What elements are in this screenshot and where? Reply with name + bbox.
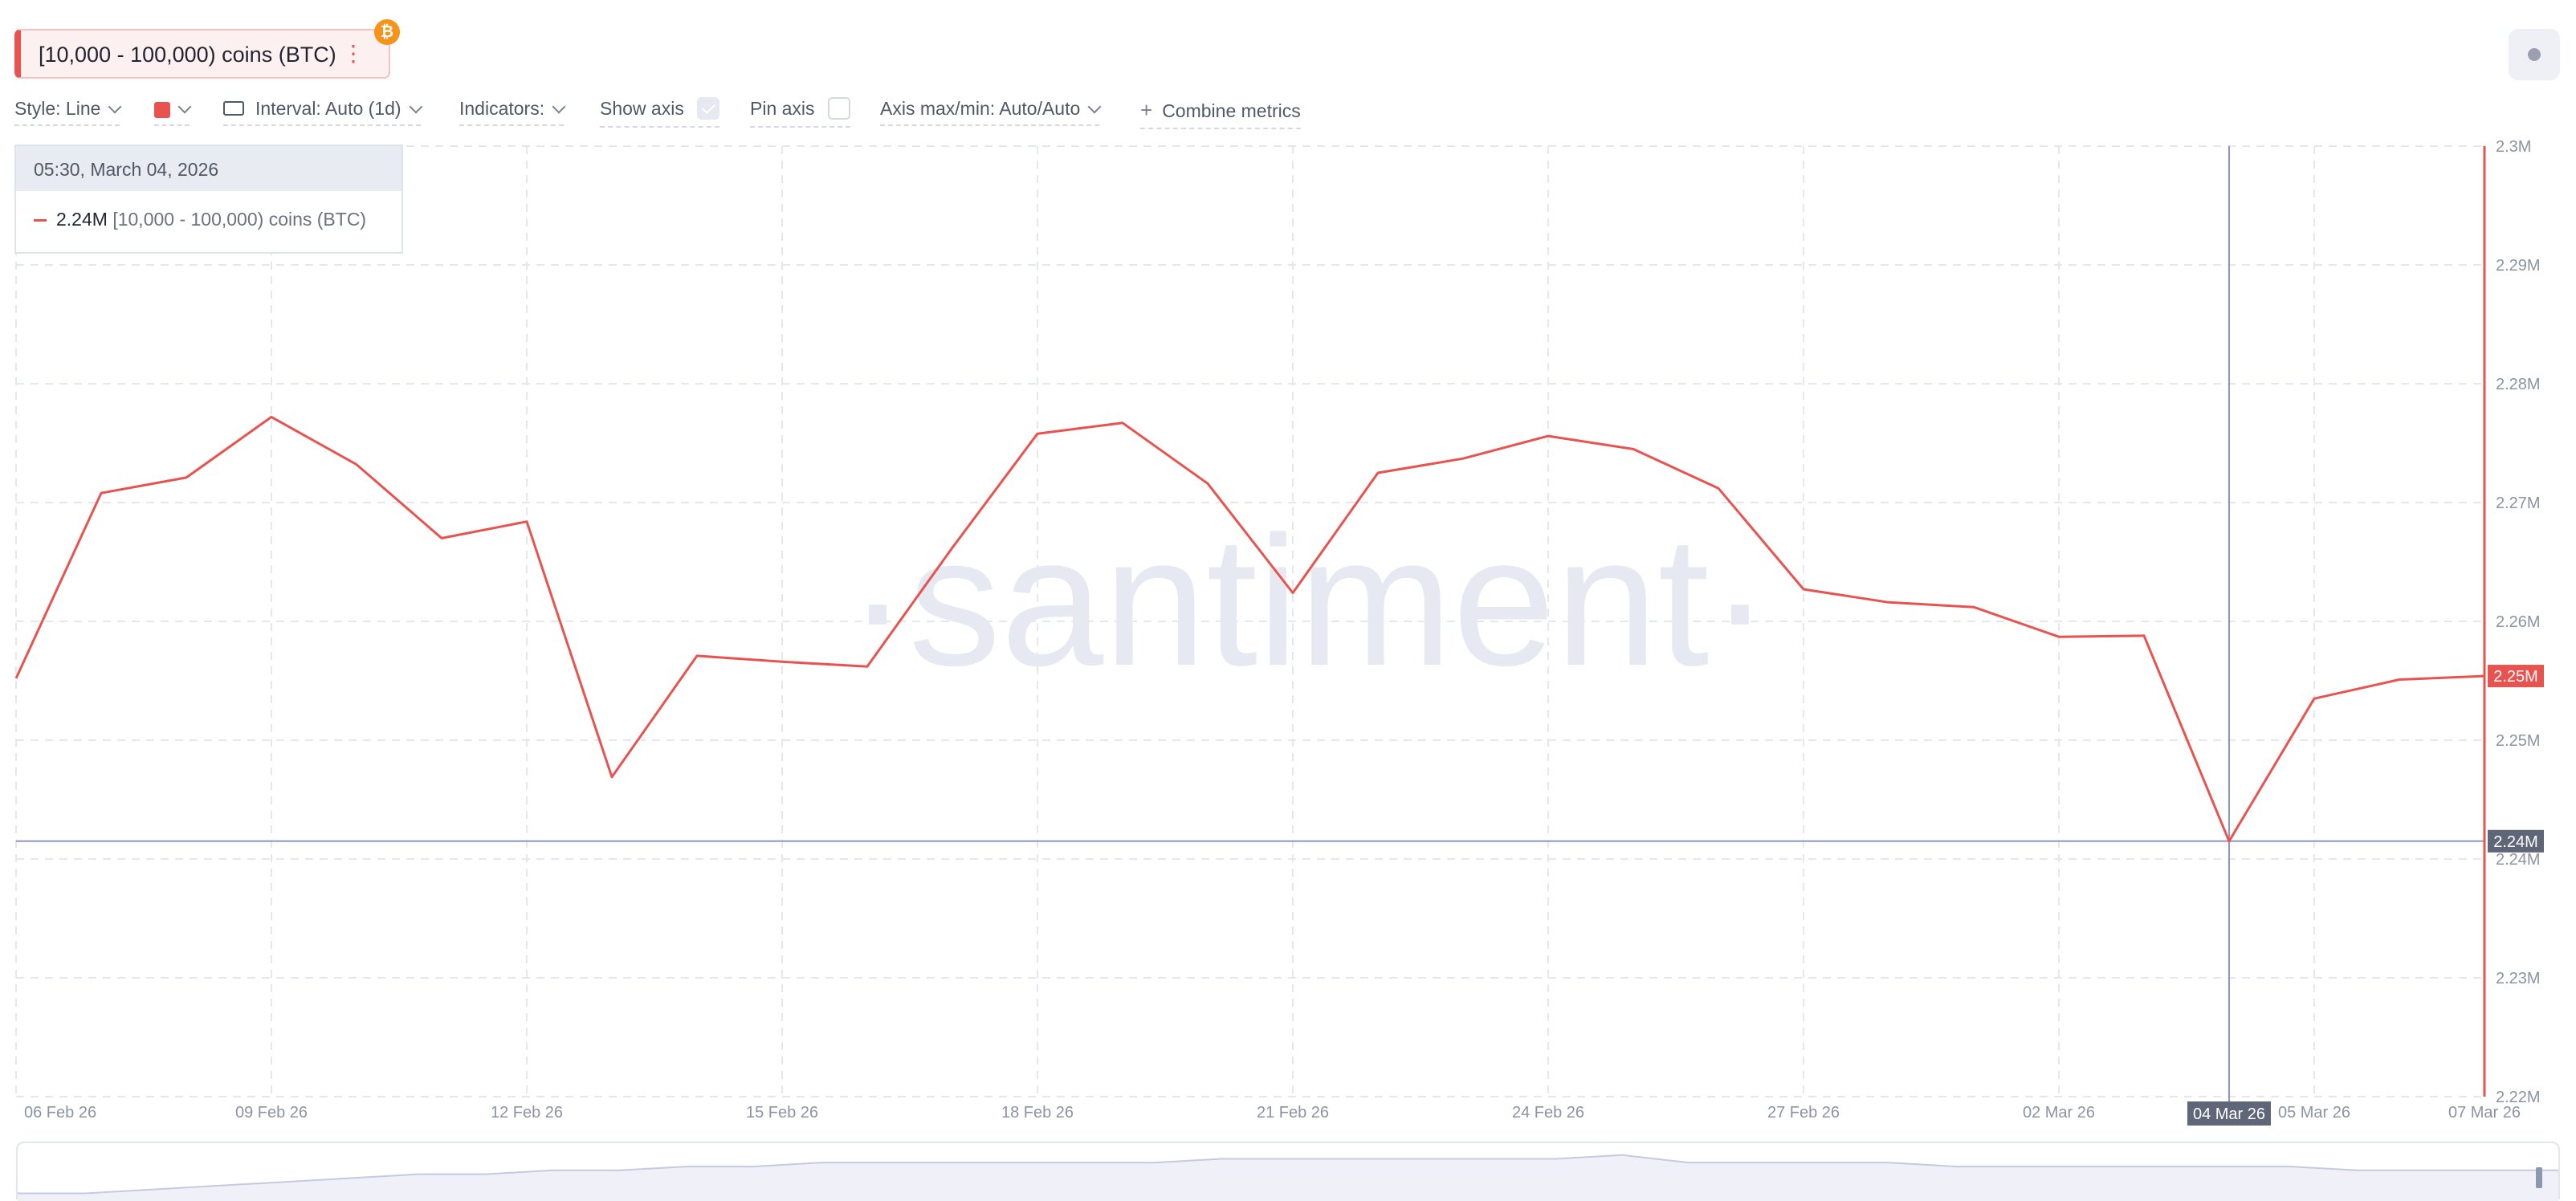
show-axis-label: Show axis [600, 98, 684, 119]
last-value-label: 2.25M [2488, 665, 2544, 688]
pin-axis-label: Pin axis [750, 98, 815, 119]
y-tick-label: 2.23M [2496, 970, 2541, 987]
x-tick-label: 09 Feb 26 [235, 1104, 308, 1122]
x-tick-label: 06 Feb 26 [24, 1104, 96, 1122]
y-tick-label: 2.28M [2496, 376, 2541, 393]
y-tick-label: 2.24M [2496, 851, 2541, 869]
ruler-icon [223, 100, 244, 116]
chart-axes: 2.3M 2.29M 2.28M 2.27M 2.26M 2.25M 2.24M 2.23M 2… [24, 138, 2544, 1126]
x-tick-label: 21 Feb 26 [1257, 1104, 1329, 1122]
tooltip-series-name: [10,000 - 100,000) coins (BTC) [112, 209, 367, 230]
crosshair-x-label-text: 04 Mar 26 [2193, 1105, 2265, 1123]
plus-icon: + [1140, 98, 1153, 122]
metric-label: [10,000 - 100,000) coins (BTC) [39, 43, 336, 67]
pin-axis-checkbox[interactable] [827, 96, 850, 120]
axis-maxmin-dropdown[interactable]: Axis max/min: Auto/Auto [880, 98, 1102, 126]
more-options-icon[interactable]: ⋮ [342, 41, 365, 66]
chart-marks [14, 146, 2485, 1106]
crosshair-y-label-bg [2488, 829, 2544, 853]
x-tick-label: 27 Feb 26 [1767, 1104, 1840, 1122]
last-value-label-text: 2.25M [2493, 668, 2538, 686]
style-dropdown[interactable]: Style: Line [14, 98, 122, 126]
series-color-dash [34, 219, 47, 222]
chart-grid [15, 145, 2485, 1097]
santiment-watermark: ·santiment· [847, 498, 1771, 704]
crosshair-x-label: 04 Mar 26 [2187, 1101, 2271, 1126]
series-line [14, 415, 2485, 843]
tooltip-value: 2.24M [56, 209, 108, 230]
combine-metrics-label: Combine metrics [1162, 100, 1301, 121]
indicators-label: Indicators: [459, 98, 545, 119]
x-tick-label: 24 Feb 26 [1512, 1104, 1584, 1122]
y-tick-label: 2.3M [2496, 138, 2531, 156]
show-axis-toggle[interactable]: Show axis [600, 96, 719, 128]
navigator-line [18, 1154, 2558, 1195]
tooltip-row: 2.24M [10,000 - 100,000) coins (BTC) [16, 191, 401, 230]
crosshair-x-label-bg [2187, 1101, 2271, 1126]
y-tick-label: 2.26M [2496, 613, 2541, 631]
x-tick-label: 12 Feb 26 [491, 1104, 563, 1122]
y-tick-label: 2.29M [2496, 257, 2541, 275]
record-dot-icon [2528, 48, 2541, 61]
indicators-dropdown[interactable]: Indicators: [459, 98, 566, 126]
pin-axis-toggle[interactable]: Pin axis [750, 96, 850, 128]
y-tick-label: 2.27M [2496, 495, 2541, 512]
crosshair-y-label-text: 2.24M [2493, 833, 2538, 851]
color-swatch [154, 101, 170, 118]
interval-dropdown[interactable]: Interval: Auto (1d) [223, 98, 423, 126]
metric-pill[interactable]: [10,000 - 100,000) coins (BTC) ⋮ [14, 29, 390, 79]
navigator-sparkline [18, 1154, 2558, 1201]
style-label: Style: Line [14, 98, 101, 119]
navigator-handle [2536, 1167, 2542, 1188]
axis-maxmin-label: Axis max/min: Auto/Auto [880, 98, 1081, 119]
bitcoin-icon: ₿ [374, 19, 400, 45]
y-tick-label: 2.22M [2496, 1089, 2541, 1106]
x-tick-label: 02 Mar 26 [2023, 1104, 2095, 1122]
chart-tooltip: 05:30, March 04, 2026 2.24M [10,000 - 10… [14, 145, 403, 254]
x-tick-label: 18 Feb 26 [1001, 1104, 1074, 1122]
x-tick-label: 15 Feb 26 [746, 1104, 818, 1122]
color-picker[interactable] [154, 98, 192, 126]
interval-label: Interval: Auto (1d) [255, 98, 401, 119]
record-button[interactable] [2509, 29, 2560, 80]
show-axis-checkbox[interactable] [696, 96, 719, 120]
combine-metrics-button[interactable]: + Combine metrics [1140, 98, 1301, 129]
navigator-area [18, 1154, 2558, 1201]
crosshair-y-label: 2.24M [2488, 829, 2544, 853]
x-tick-label: 07 Mar 26 [2448, 1104, 2521, 1122]
chart-toolbar: Style: Line Interval: Auto (1d) Indicato… [0, 95, 2576, 129]
x-tick-label: 05 Mar 26 [2278, 1104, 2350, 1122]
y-tick-label: 2.25M [2496, 732, 2541, 750]
tooltip-date: 05:30, March 04, 2026 [16, 146, 401, 191]
range-navigator[interactable] [16, 1142, 2560, 1201]
last-value-label-bg [2488, 665, 2544, 688]
